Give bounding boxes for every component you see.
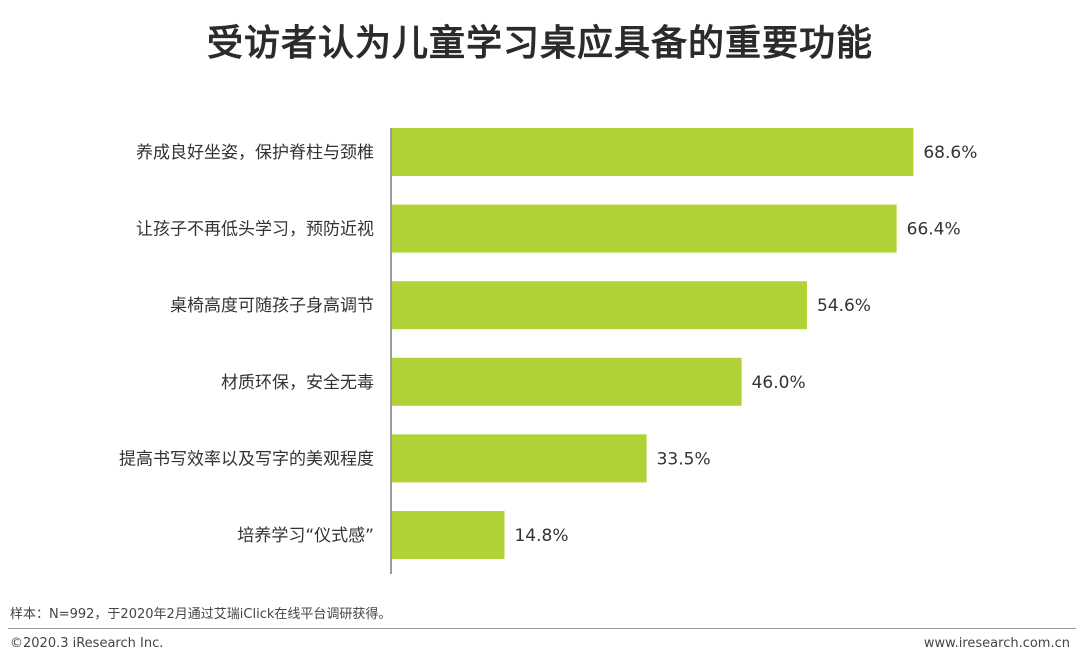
- value-label: 46.0%: [752, 373, 806, 393]
- category-label: 材质环保，安全无毒: [221, 373, 374, 393]
- bar: [392, 128, 914, 176]
- sample-note: 样本：N=992，于2020年2月通过艾瑞iClick在线平台调研获得。: [10, 607, 392, 622]
- value-label: 54.6%: [817, 296, 871, 316]
- bar: [392, 357, 742, 406]
- chart-title: 受访者认为儿童学习桌应具备的重要功能: [206, 23, 873, 64]
- value-label: 33.5%: [657, 449, 711, 469]
- bar: [392, 281, 807, 330]
- copyright: ©2020.3 iResearch Inc.: [10, 636, 164, 651]
- category-label: 养成良好坐姿，保护脊柱与颈椎: [136, 143, 374, 163]
- bar-chart: 养成良好坐姿，保护脊柱与颈椎 68.6% 让孩子不再低头学习，预防近视 66.4% 桌椅…: [119, 128, 977, 574]
- footer-divider: [8, 628, 1076, 629]
- category-label: 让孩子不再低头学习，预防近视: [136, 220, 374, 240]
- category-label: 培养学习“仪式感”: [237, 526, 374, 546]
- category-label: 桌椅高度可随孩子身高调节: [170, 296, 374, 316]
- bar: [392, 204, 897, 253]
- value-label: 68.6%: [923, 143, 977, 163]
- value-label: 66.4%: [907, 220, 961, 240]
- category-label: 提高书写效率以及写字的美观程度: [119, 449, 374, 469]
- website-link[interactable]: www.iresearch.com.cn: [923, 636, 1070, 651]
- bar: [392, 511, 505, 559]
- value-label: 14.8%: [514, 526, 568, 546]
- bars-group: 养成良好坐姿，保护脊柱与颈椎 68.6% 让孩子不再低头学习，预防近视 66.4% 桌椅…: [119, 128, 977, 559]
- bar: [392, 434, 647, 483]
